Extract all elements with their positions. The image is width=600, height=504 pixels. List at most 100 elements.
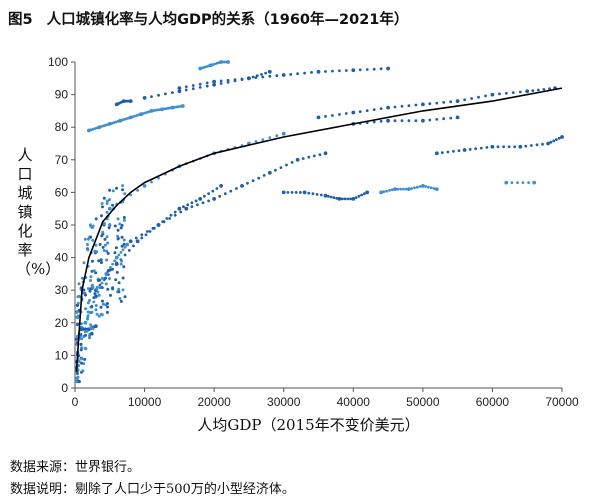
data-point [229,189,233,193]
data-point [434,151,439,156]
data-point [521,181,525,185]
data-point [95,312,99,316]
data-point [484,94,487,98]
data-point [115,261,119,265]
data-point [106,252,110,255]
data-point [354,196,358,200]
data-point [219,184,224,188]
data-point [109,293,112,297]
y-tick-label: 90 [55,88,69,102]
data-point [76,375,80,379]
data-point [95,287,99,291]
data-point [113,259,117,263]
x-tick-label: 10000 [128,395,162,409]
data-point [80,276,84,280]
data-point [542,88,546,91]
data-point [372,108,376,111]
data-point [96,290,100,294]
data-point [396,187,400,191]
data-point [76,316,80,320]
data-point [79,348,83,352]
data-point [463,98,466,102]
data-point [120,244,124,248]
data-point [119,226,123,230]
data-point [94,271,98,275]
y-tick-label: 80 [55,120,69,134]
data-point [83,320,88,325]
data-point [490,144,495,149]
data-point [468,148,472,151]
data-point [106,305,110,309]
data-point [315,193,319,196]
data-point [140,236,144,240]
trend-line [75,87,563,372]
data-point [275,74,279,78]
data-point [123,253,127,257]
data-point [120,235,124,239]
data-point [358,68,362,72]
data-point [106,287,110,291]
data-point [324,115,327,118]
data-point [365,109,369,112]
data-point [372,120,376,124]
data-point [340,197,344,201]
data-point [100,234,104,238]
data-point [190,201,194,205]
data-point [536,88,540,92]
data-point [223,192,227,196]
data-point [379,190,383,195]
data-point [324,70,327,73]
data-point [91,259,94,263]
data-point [92,269,96,273]
data-point [104,123,107,127]
data-point [89,279,92,282]
data-point [154,108,158,112]
data-point [557,136,561,140]
data-point [455,99,460,103]
data-point [402,187,405,191]
data-point [365,190,370,195]
data-point [203,65,206,69]
data-point [286,191,290,194]
data-point [421,102,425,107]
data-point [363,192,366,196]
data-point [326,194,330,198]
data-point [103,243,107,247]
data-point [198,86,202,89]
data-point [490,92,495,97]
data-point [215,187,219,190]
data-point [365,68,369,71]
data-point [349,197,352,201]
data-point [102,196,106,200]
data-point [386,105,390,110]
data-point [98,283,102,287]
data-point [196,203,199,207]
data-point [177,206,182,211]
data-point [331,69,334,73]
data-point [386,66,390,71]
data-point [379,119,383,123]
data-point [150,95,153,98]
data-point [106,302,109,305]
data-point [86,301,90,305]
x-tick-label: 60000 [476,395,510,409]
data-point [88,298,91,302]
data-point [226,80,230,84]
data-point [92,300,96,304]
data-point [301,157,305,160]
data-point [251,179,255,183]
data-point [407,119,411,123]
data-point [435,118,439,121]
data-point [99,305,103,309]
data-point [84,307,88,311]
data-point [455,115,460,120]
figure-number: 图5 [8,12,33,28]
data-point [424,185,427,188]
data-point [527,181,530,185]
data-point [118,222,122,226]
data-point [207,199,211,203]
data-point [94,324,98,328]
data-point [257,176,261,180]
data-point [83,357,87,361]
